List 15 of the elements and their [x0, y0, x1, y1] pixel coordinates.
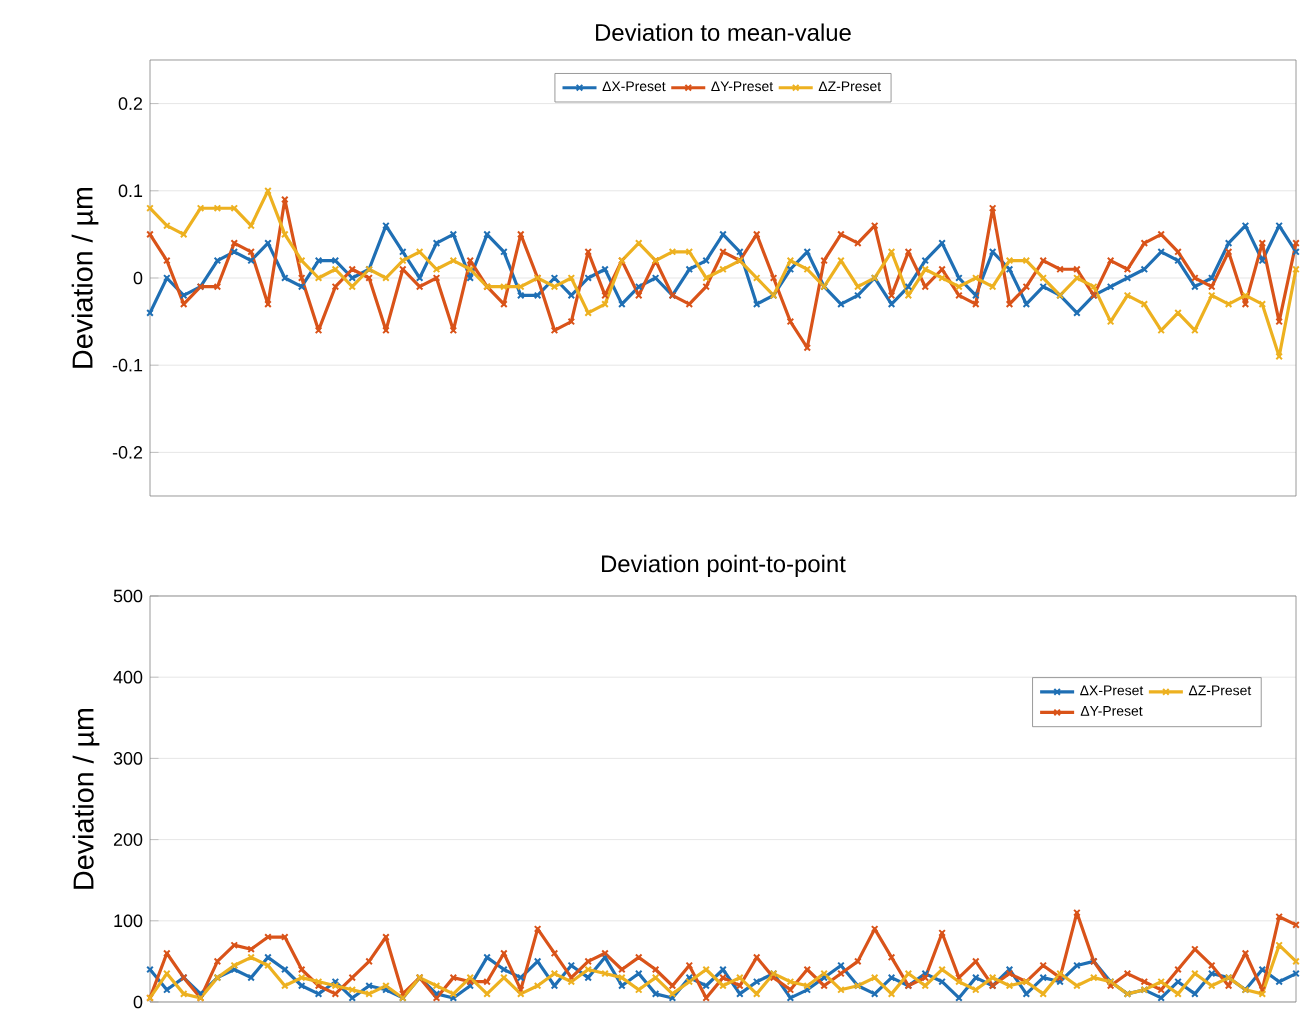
- y-tick-label: 0.1: [118, 184, 143, 198]
- chart-title: Deviation point-to-point: [602, 554, 846, 578]
- y-tick-label: 0: [133, 271, 143, 285]
- y-tick-label: 0.2: [118, 97, 143, 110]
- y-axis-title: Deviation / µm: [71, 187, 99, 368]
- y-tick-label: -0.2: [112, 446, 143, 459]
- y-tick-label: 300: [113, 752, 143, 765]
- y-axis-title: Deviation / µm: [72, 708, 100, 889]
- y-tick-label: -0.1: [112, 358, 143, 372]
- y-tick-label: 200: [113, 833, 143, 846]
- y-tick-label: 400: [113, 670, 143, 684]
- chart-title: Deviation to mean-value: [596, 23, 851, 41]
- y-tick-label: 100: [114, 914, 143, 928]
- y-tick-label: 0: [133, 995, 143, 1009]
- y-tick-label: 500: [113, 589, 143, 603]
